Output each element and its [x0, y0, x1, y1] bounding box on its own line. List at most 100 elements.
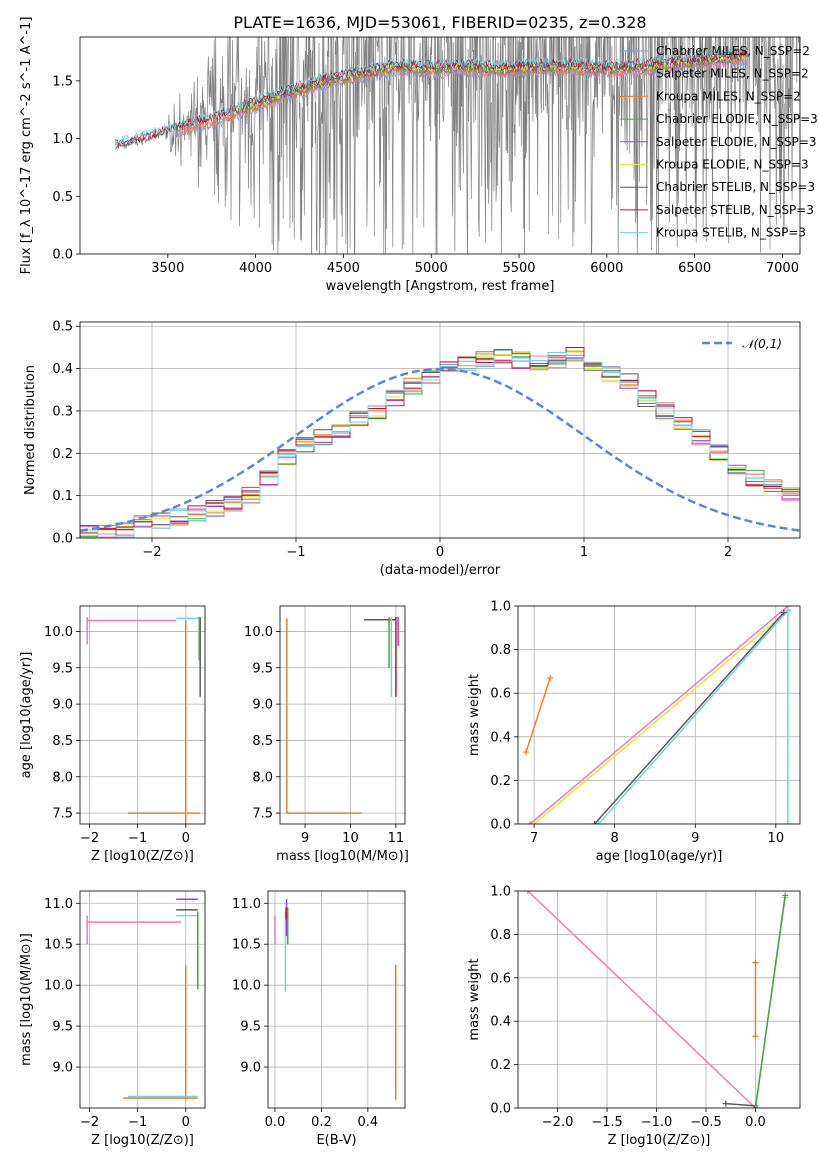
x-axis-label: Z [log10(Z/Z⊙)] — [91, 1133, 194, 1148]
y-tick-label: 9.0 — [252, 698, 273, 713]
y-tick-label: 0.0 — [490, 818, 511, 833]
data-segment — [529, 606, 789, 824]
histogram-step — [80, 352, 800, 538]
y-axis-label: mass weight — [467, 674, 482, 756]
panel-mass-weight-vs-z: −2.0 −1.5 −1.0 −0.5 0.0 0.0 0.2 0.4 0.6 0.8 1.0 Z [… — [467, 885, 801, 1148]
y-tick-label: 0.5 — [52, 320, 73, 335]
y-tick-label: 7.5 — [252, 807, 273, 822]
y-axis-label: Normed distribution — [23, 365, 38, 495]
legend-entry: Kroupa ELODIE, N_SSP=3 — [656, 158, 809, 172]
y-tick-label: 7.5 — [52, 807, 73, 822]
data-point — [784, 607, 791, 614]
panel-age-vs-mass: 9 10 11 7.5 8.0 8.5 9.0 9.5 10.0 mass [log10(M/M⊙… — [244, 605, 409, 864]
x-tick-label: −2 — [142, 545, 161, 560]
panel-mass-vs-z: −2 −1 0 9.0 9.5 10.0 10.5 11.0 Z [log10(Z/Z⊙)] ma… — [19, 890, 206, 1148]
plot-area-age-vs-z — [80, 606, 205, 824]
data-point — [752, 959, 759, 966]
legend-entry: Kroupa STELIB, N_SSP=3 — [656, 226, 806, 240]
y-tick-label: 10.0 — [244, 625, 273, 640]
y-tick-label: 0.4 — [52, 362, 73, 377]
x-tick-label: −1 — [128, 831, 147, 846]
x-axis-label: (data-model)/error — [380, 563, 501, 578]
plot-area-spectrum — [114, 37, 800, 254]
x-tick-label: 0.0 — [265, 1115, 286, 1130]
y-tick-label: 0.1 — [52, 489, 73, 504]
data-segment — [725, 1102, 756, 1107]
axes-frame — [79, 321, 801, 539]
x-tick-label: 0 — [436, 545, 444, 560]
model-line — [114, 46, 748, 147]
y-tick-label: 0.0 — [52, 532, 73, 547]
model-line — [174, 55, 748, 140]
y-tick-label: 0.5 — [52, 190, 73, 205]
x-tick-label: 4000 — [239, 261, 272, 276]
x-axis-label: age [log10(age/yr)] — [596, 849, 723, 864]
x-tick-label: 4500 — [327, 261, 360, 276]
x-tick-label: 3500 — [151, 261, 184, 276]
y-tick-label: 0.4 — [490, 1015, 511, 1030]
histogram-step — [80, 349, 800, 531]
gaussian-reference — [80, 367, 800, 532]
y-tick-label: 10.0 — [44, 979, 73, 994]
x-tick-label: −2 — [80, 1115, 99, 1130]
axes-frame — [79, 36, 801, 255]
legend-entry: Chabrier ELODIE, N_SSP=3 — [656, 112, 818, 126]
axes-frame — [79, 605, 206, 825]
plot-area-mass-vs-ebv — [268, 891, 405, 1108]
y-tick-label: 0.2 — [490, 774, 511, 789]
legend-entry: Chabrier MILES, N_SSP=2 — [656, 44, 810, 58]
x-tick-label: −1.0 — [641, 1115, 673, 1130]
legend-entry: Salpeter MILES, N_SSP=2 — [656, 67, 809, 81]
data-point — [531, 821, 538, 824]
y-tick-label: 8.5 — [52, 734, 73, 749]
axes-frame — [517, 890, 801, 1109]
x-tick-label: 5000 — [415, 261, 448, 276]
legend-entry: 𝒩(0,1) — [742, 337, 782, 351]
y-tick-label: 11.0 — [44, 897, 73, 912]
y-tick-label: 0.4 — [490, 730, 511, 745]
data-point — [782, 892, 789, 899]
data-point — [595, 821, 602, 824]
x-tick-label: 9 — [691, 831, 699, 846]
data-point — [752, 1105, 759, 1108]
y-tick-label: 10.5 — [44, 938, 73, 953]
y-tick-label: 9.5 — [52, 1020, 73, 1035]
axes-frame — [267, 890, 406, 1109]
x-tick-label: 0.0 — [745, 1115, 766, 1130]
x-tick-label: 6500 — [678, 261, 711, 276]
x-tick-label: −2.0 — [542, 1115, 574, 1130]
legend-entry: Kroupa MILES, N_SSP=2 — [656, 89, 801, 103]
data-point — [524, 891, 531, 894]
x-tick-label: 0.4 — [358, 1115, 379, 1130]
x-tick-label: −1 — [128, 1115, 147, 1130]
axes-frame — [517, 605, 801, 825]
histogram-step — [80, 347, 800, 534]
y-tick-label: 10.0 — [232, 979, 261, 994]
plot-area-mass-vs-z — [80, 891, 205, 1108]
histogram-step — [80, 355, 800, 536]
y-tick-label: 0.0 — [490, 1102, 511, 1117]
y-tick-label: 11.0 — [232, 897, 261, 912]
x-axis-label: Z [log10(Z/Z⊙)] — [608, 1133, 711, 1148]
observed-spectrum — [114, 37, 800, 254]
y-tick-label: 9.0 — [240, 1061, 261, 1076]
x-axis-label: wavelength [Angstrom, rest frame] — [326, 279, 555, 294]
x-tick-label: 0.2 — [311, 1115, 332, 1130]
histogram-step — [80, 351, 800, 537]
x-axis-label: Z [log10(Z/Z⊙)] — [91, 849, 194, 864]
model-line — [114, 45, 748, 146]
data-segment — [754, 895, 786, 1108]
y-tick-label: 8.0 — [252, 770, 273, 785]
y-tick-label: 0.6 — [490, 687, 511, 702]
x-axis-label: E(B-V) — [316, 1133, 356, 1148]
x-tick-label: 8 — [611, 831, 619, 846]
plot-area-mass-weight-vs-z — [518, 891, 800, 1108]
data-segment — [598, 609, 789, 824]
panel-mass-weight-vs-age: 7 8 9 10 0.0 0.2 0.4 0.6 0.8 1.0 age [log10(age/yr… — [467, 600, 801, 864]
y-tick-label: 8.0 — [52, 770, 73, 785]
x-tick-label: 7 — [530, 831, 538, 846]
y-axis-label: Flux [f_λ 10^-17 erg cm^-2 s^-1 A^-1] — [19, 17, 34, 275]
x-tick-label: 0 — [182, 1115, 190, 1130]
legend-entry: Salpeter ELODIE, N_SSP=3 — [656, 135, 817, 149]
